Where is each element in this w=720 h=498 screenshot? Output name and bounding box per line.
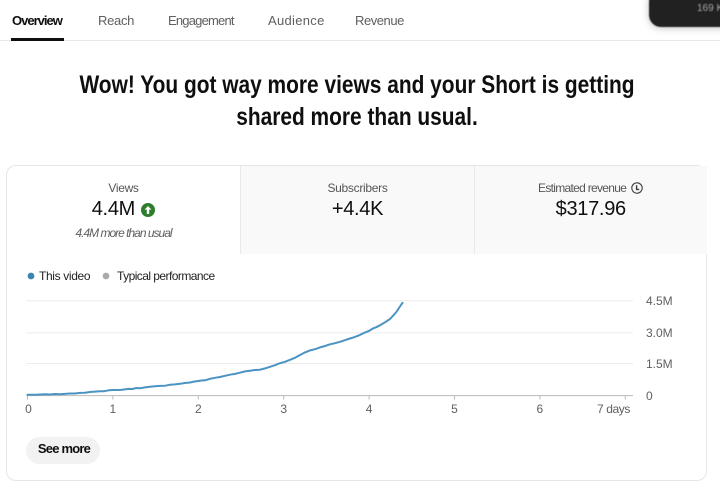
svg-text:0: 0 <box>646 389 653 403</box>
svg-text:4: 4 <box>366 402 373 416</box>
svg-text:4.5M: 4.5M <box>646 294 673 308</box>
svg-text:7 days: 7 days <box>597 402 630 416</box>
svg-text:2: 2 <box>195 402 202 416</box>
svg-text:6: 6 <box>537 402 544 416</box>
svg-text:This video: This video <box>39 269 91 283</box>
svg-text:1.5M: 1.5M <box>646 357 673 371</box>
svg-text:Typical performance: Typical performance <box>117 269 215 283</box>
svg-text:3: 3 <box>280 402 287 416</box>
svg-text:5: 5 <box>451 402 458 416</box>
svg-text:0: 0 <box>25 402 32 416</box>
svg-text:1: 1 <box>110 402 117 416</box>
svg-text:3.0M: 3.0M <box>646 326 673 340</box>
